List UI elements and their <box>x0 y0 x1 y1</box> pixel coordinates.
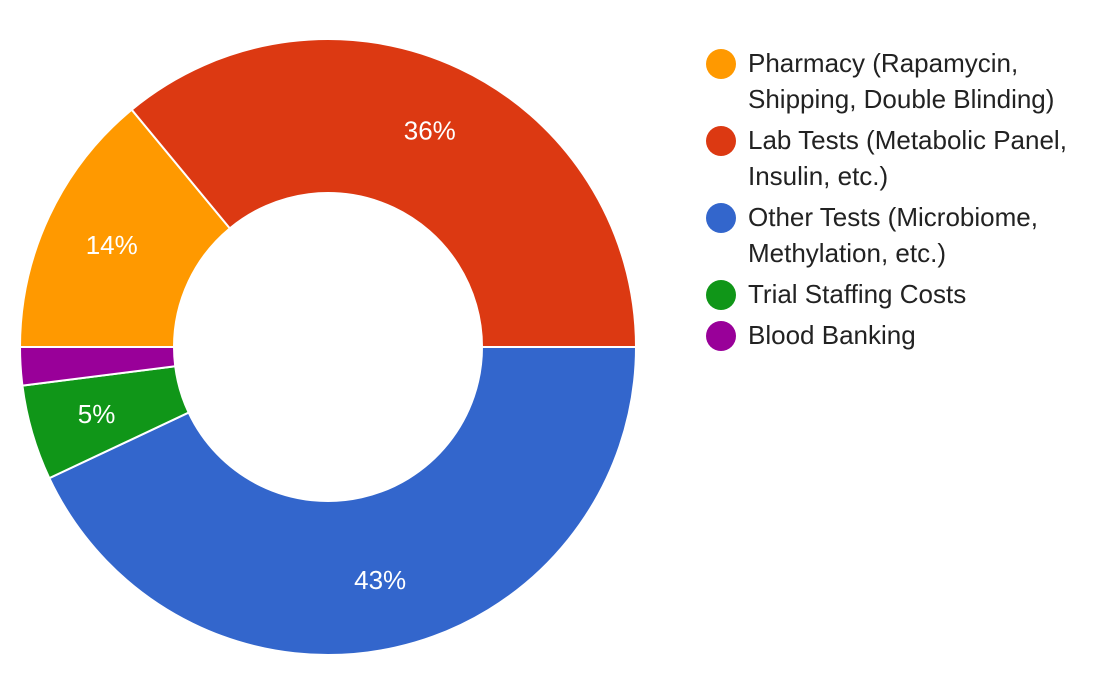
legend-item-blood-banking[interactable]: Blood Banking <box>706 317 1101 353</box>
legend-label: Lab Tests (Metabolic Panel, Insulin, etc… <box>748 125 1067 191</box>
slice-percent-label: 43% <box>354 565 406 595</box>
legend-label: Blood Banking <box>748 320 916 350</box>
chart-legend: Pharmacy (Rapamycin, Shipping, Double Bl… <box>706 45 1101 358</box>
legend-swatch-icon <box>706 49 736 79</box>
legend-swatch-icon <box>706 280 736 310</box>
legend-swatch-icon <box>706 321 736 351</box>
legend-item-lab-tests[interactable]: Lab Tests (Metabolic Panel, Insulin, etc… <box>706 122 1101 194</box>
slice-percent-label: 14% <box>86 230 138 260</box>
legend-swatch-icon <box>706 126 736 156</box>
slice-labels-layer: 43% 5% 14% 36% <box>78 116 456 595</box>
legend-item-other-tests[interactable]: Other Tests (Microbiome, Methylation, et… <box>706 199 1101 271</box>
slice-percent-label: 36% <box>404 116 456 146</box>
slices-layer <box>18 38 638 656</box>
slice-percent-label: 5% <box>78 399 116 429</box>
slice-other-tests[interactable] <box>47 346 638 656</box>
legend-swatch-icon <box>706 203 736 233</box>
legend-item-trial-staffing-costs[interactable]: Trial Staffing Costs <box>706 276 1101 312</box>
slice-pharmacy[interactable] <box>18 108 232 348</box>
slice-lab-tests[interactable] <box>130 38 638 348</box>
legend-label: Trial Staffing Costs <box>748 279 967 309</box>
legend-label: Pharmacy (Rapamycin, Shipping, Double Bl… <box>748 48 1055 114</box>
legend-label: Other Tests (Microbiome, Methylation, et… <box>748 202 1038 268</box>
legend-item-pharmacy[interactable]: Pharmacy (Rapamycin, Shipping, Double Bl… <box>706 45 1101 117</box>
